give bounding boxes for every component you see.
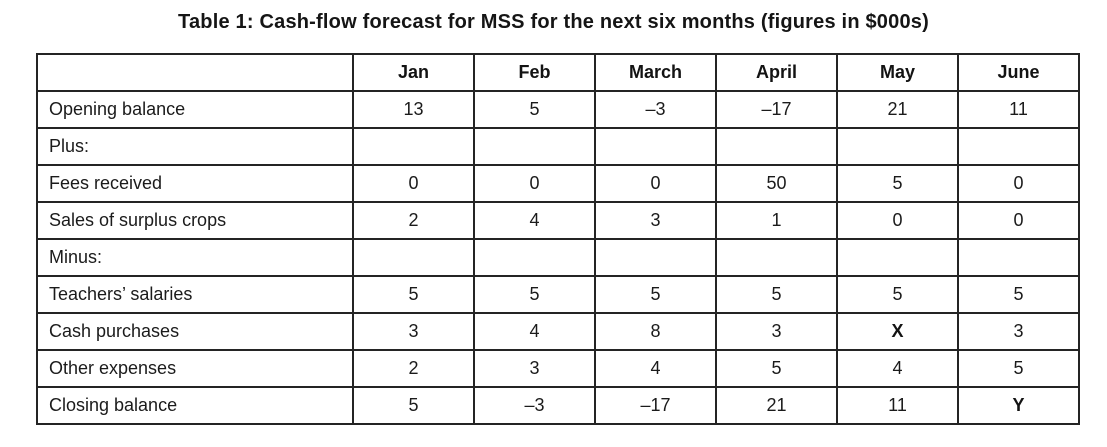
cell (957, 238, 1080, 277)
cell: –3 (473, 386, 596, 425)
cell (836, 127, 959, 166)
table-row-closing-balance: Closing balance 5 –3 –17 21 11 Y (36, 386, 1080, 425)
cell: 5 (715, 349, 838, 388)
cell: 3 (594, 201, 717, 240)
cell: 5 (352, 275, 475, 314)
cell: 21 (836, 90, 959, 129)
row-label: Plus: (36, 127, 354, 166)
cell: 0 (352, 164, 475, 203)
cell: 4 (594, 349, 717, 388)
row-label: Closing balance (36, 386, 354, 425)
cashflow-table: Jan Feb March April May June Opening bal… (36, 53, 1080, 425)
cell: 21 (715, 386, 838, 425)
cell-unknown-x: X (836, 312, 959, 351)
cell: 0 (836, 201, 959, 240)
cell: 3 (957, 312, 1080, 351)
cell (715, 238, 838, 277)
cell: 4 (473, 312, 596, 351)
cell: 3 (473, 349, 596, 388)
table-row-plus: Plus: (36, 127, 1080, 166)
cell: –17 (594, 386, 717, 425)
column-header-june: June (957, 53, 1080, 92)
cell: 4 (836, 349, 959, 388)
row-label: Fees received (36, 164, 354, 203)
cell: 5 (473, 275, 596, 314)
cell: 3 (352, 312, 475, 351)
cell: 0 (594, 164, 717, 203)
table-row-sales-of-surplus-crops: Sales of surplus crops 2 4 3 1 0 0 (36, 201, 1080, 240)
cell (836, 238, 959, 277)
cell: 5 (594, 275, 717, 314)
table-row-cash-purchases: Cash purchases 3 4 8 3 X 3 (36, 312, 1080, 351)
cell: 11 (957, 90, 1080, 129)
cell: 13 (352, 90, 475, 129)
column-header-feb: Feb (473, 53, 596, 92)
cell (957, 127, 1080, 166)
table-row-fees-received: Fees received 0 0 0 50 5 0 (36, 164, 1080, 203)
table-row-teachers-salaries: Teachers’ salaries 5 5 5 5 5 5 (36, 275, 1080, 314)
column-header-blank (36, 53, 354, 92)
cell (594, 238, 717, 277)
row-label: Cash purchases (36, 312, 354, 351)
cell: 2 (352, 201, 475, 240)
header-row: Jan Feb March April May June (36, 53, 1080, 92)
column-header-may: May (836, 53, 959, 92)
cell: 5 (836, 164, 959, 203)
cell: 5 (957, 349, 1080, 388)
column-header-april: April (715, 53, 838, 92)
row-label: Sales of surplus crops (36, 201, 354, 240)
row-label: Opening balance (36, 90, 354, 129)
cell (352, 127, 475, 166)
row-label: Minus: (36, 238, 354, 277)
table-row-opening-balance: Opening balance 13 5 –3 –17 21 11 (36, 90, 1080, 129)
cell: 0 (957, 201, 1080, 240)
cell (715, 127, 838, 166)
column-header-jan: Jan (352, 53, 475, 92)
cell: 50 (715, 164, 838, 203)
cell: 2 (352, 349, 475, 388)
cell-unknown-y: Y (957, 386, 1080, 425)
row-label: Other expenses (36, 349, 354, 388)
cell: 11 (836, 386, 959, 425)
cell: 3 (715, 312, 838, 351)
cell (473, 238, 596, 277)
cell: 5 (836, 275, 959, 314)
cell (352, 238, 475, 277)
column-header-march: March (594, 53, 717, 92)
cell: 8 (594, 312, 717, 351)
table-row-minus: Minus: (36, 238, 1080, 277)
row-label: Teachers’ salaries (36, 275, 354, 314)
cell (473, 127, 596, 166)
cell: 0 (473, 164, 596, 203)
cell: –17 (715, 90, 838, 129)
cell: 5 (473, 90, 596, 129)
cell: 4 (473, 201, 596, 240)
cell (594, 127, 717, 166)
cell: 1 (715, 201, 838, 240)
cell: 5 (957, 275, 1080, 314)
cell: 5 (715, 275, 838, 314)
table-row-other-expenses: Other expenses 2 3 4 5 4 5 (36, 349, 1080, 388)
cell: 0 (957, 164, 1080, 203)
cell: 5 (352, 386, 475, 425)
table-title: Table 1: Cash-flow forecast for MSS for … (178, 11, 929, 33)
cell: –3 (594, 90, 717, 129)
